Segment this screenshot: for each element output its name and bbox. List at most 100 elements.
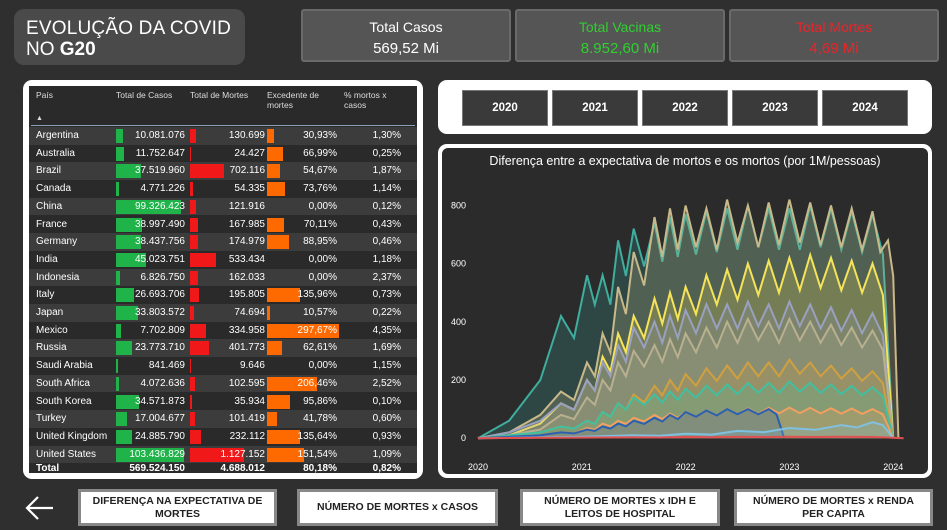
header-excess[interactable]: Excedente de mortes (267, 90, 319, 110)
country-name: South Korea (36, 395, 92, 407)
back-arrow-icon[interactable] (23, 492, 57, 524)
table-row[interactable]: Italy 26.693.706 195.805 135,96% 0,73% (29, 286, 417, 304)
table-row[interactable]: China 99.326.423 121.916 0,00% 0,12% (29, 197, 417, 216)
excess-value: 66,99% (303, 147, 337, 159)
pct-value: 0,43% (372, 218, 401, 230)
pct-value: 2,37% (372, 271, 401, 283)
cases-value: 23.773.710 (134, 342, 185, 354)
excess-value: 135,64% (297, 430, 337, 442)
y-tick-label: 600 (451, 259, 466, 269)
country-name: Germany (36, 236, 78, 248)
deaths-value: 334.958 (228, 324, 265, 336)
deaths-value: 195.805 (228, 289, 265, 301)
table-row[interactable]: United Kingdom 24.885.790 232.112 135,64% 0,… (29, 428, 417, 446)
nav-label: NÚMERO DE MORTES x RENDA PER CAPITA (753, 495, 914, 521)
cases-bar (116, 164, 141, 179)
nav-mortes-renda-button[interactable]: NÚMERO DE MORTES x RENDA PER CAPITA (734, 489, 933, 526)
table-row[interactable]: Germany 38.437.756 174.979 88,95% 0,46% (29, 233, 417, 251)
header-pct[interactable]: % mortos x casos (344, 90, 387, 110)
chart-title: Diferença entre a expectativa de mortos … (489, 154, 881, 168)
nav-mortes-casos-button[interactable]: NÚMERO DE MORTES x CASOS (297, 489, 498, 526)
cases-bar (116, 412, 128, 427)
table-row[interactable]: South Africa 4.072.636 102.595 206,46% 2,52% (29, 374, 417, 393)
table-row[interactable]: South Korea 34.571.873 35.934 95,86% 0,10% (29, 393, 417, 411)
table-row[interactable]: Australia 11.752.647 24.427 66,99% 0,25% (29, 145, 417, 163)
cases-bar (116, 235, 142, 250)
table-row[interactable]: France 38.997.490 167.985 70,11% 0,43% (29, 216, 417, 234)
header-deaths[interactable]: Total de Mortes (190, 90, 249, 100)
deaths-bar (190, 341, 210, 356)
pct-value: 1,87% (372, 165, 401, 177)
deaths-bar (190, 429, 202, 444)
table-row[interactable]: India 45.023.751 533.434 0,00% 1,18% (29, 251, 417, 269)
deaths-value: 24.427 (234, 147, 265, 159)
table-row[interactable]: Japan 33.803.572 74.694 10,57% 0,22% (29, 304, 417, 322)
header-divider (31, 125, 415, 126)
series-line (477, 407, 786, 440)
pct-value: 0,46% (372, 236, 401, 248)
deaths-value: 102.595 (228, 377, 265, 389)
table-row[interactable]: Saudi Arabia 841.469 9.646 0,00% 1,15% (29, 357, 417, 375)
excess-value: 10,57% (303, 307, 337, 318)
year-2024-button[interactable]: 2024 (822, 90, 908, 126)
series-line (477, 298, 895, 440)
cases-bar (116, 252, 146, 267)
excess-bar (267, 306, 270, 320)
cases-bar (116, 199, 182, 214)
nav-mortes-idh-button[interactable]: NÚMERO DE MORTES x IDH E LEITOS DE HOSPIT… (520, 489, 720, 526)
table-row[interactable]: Turkey 17.004.677 101.419 41,78% 0,60% (29, 410, 417, 428)
excess-bar (267, 376, 317, 391)
nav-diferenca-expectativa-button[interactable]: DIFERENÇA NA EXPECTATIVA DE MORTES (78, 489, 277, 526)
cases-value: 7.702.809 (140, 324, 186, 336)
deaths-value: 162.033 (228, 271, 265, 283)
country-name: Canada (36, 183, 72, 195)
deaths-bar (190, 376, 195, 391)
total-excess: 80,18% (303, 463, 337, 473)
table-row[interactable]: Canada 4.771.226 54.335 73,76% 1,14% (29, 180, 417, 198)
kpi-label: Total Casos (369, 19, 443, 35)
area-chart[interactable]: 0 200 400 600 800 2020 2021 2022 2023 2024 (442, 148, 928, 474)
deaths-value: 101.419 (228, 413, 265, 425)
table-row[interactable]: Indonesia 6.826.750 162.033 0,00% 2,37% (29, 268, 417, 287)
nav-label: NÚMERO DE MORTES x CASOS (317, 501, 478, 514)
cases-bar (116, 182, 120, 197)
pct-value: 1,69% (372, 342, 401, 354)
pct-value: 0,10% (372, 395, 401, 407)
cases-bar (116, 288, 134, 303)
header-cases[interactable]: Total de Casos (116, 90, 173, 100)
cases-bar (116, 306, 139, 320)
year-2023-button[interactable]: 2023 (732, 90, 818, 126)
excess-bar (267, 394, 291, 409)
pct-value: 0,22% (372, 307, 401, 318)
total-cases: 569.524.150 (129, 463, 185, 473)
table-row[interactable]: Argentina 10.081.076 130.699 30,93% 1,30% (29, 127, 417, 145)
table-row[interactable]: Brazil 37.519.960 702.116 54,67% 1,87% (29, 162, 417, 180)
deaths-bar (190, 199, 196, 214)
excess-bar (267, 341, 283, 356)
title-bold: G20 (59, 39, 96, 60)
table-row[interactable]: Russia 23.773.710 401.773 62,61% 1,69% (29, 339, 417, 357)
excess-bar (267, 129, 275, 143)
table-row[interactable]: Mexico 7.702.809 334.958 297,67% 4,35% (29, 322, 417, 340)
cases-bar (116, 217, 142, 232)
deaths-value: 401.773 (228, 342, 265, 354)
country-name: Japan (36, 307, 64, 318)
header-country[interactable]: País (36, 90, 54, 100)
sort-asc-icon[interactable]: ▲ (36, 115, 43, 122)
table-row[interactable]: United States 103.436.829 1.127.152 151,54%… (29, 445, 417, 464)
year-2021-button[interactable]: 2021 (552, 90, 638, 126)
year-2020-button[interactable]: 2020 (462, 90, 548, 126)
header-excess-l1: Excedente de (267, 90, 319, 100)
cases-bar (116, 270, 121, 285)
title-line-1: EVOLUÇÃO DA COVID (26, 18, 232, 39)
pct-value: 0,25% (372, 147, 401, 159)
cases-bar (116, 376, 119, 391)
y-tick-label: 800 (451, 200, 466, 210)
excess-deaths-chart-panel: Diferença entre a expectativa de mortos … (438, 144, 932, 478)
chart-area[interactable]: Diferença entre a expectativa de mortos … (442, 148, 928, 474)
excess-bar (267, 182, 285, 197)
year-2022-button[interactable]: 2022 (642, 90, 728, 126)
country-name: Indonesia (36, 271, 80, 283)
country-table[interactable]: País Total de Casos Total de Mortes Exce… (29, 86, 417, 473)
excess-bar (267, 412, 278, 427)
